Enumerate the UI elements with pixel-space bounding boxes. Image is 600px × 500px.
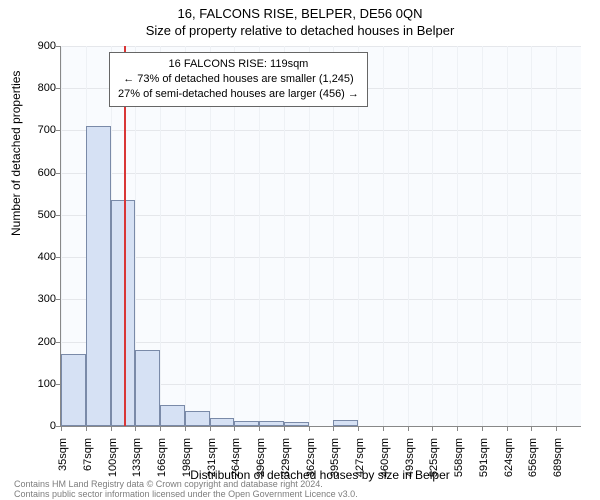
xtick-mark [284,426,285,431]
reference-tooltip: 16 FALCONS RISE: 119sqm ← 73% of detache… [109,52,368,107]
ytick-label: 300 [16,293,56,305]
ytick-label: 200 [16,336,56,348]
ytick-label: 100 [16,378,56,390]
gridline-h [61,173,581,174]
xtick-label: 100sqm [107,438,119,488]
gridline-v [432,46,433,426]
xtick-mark [135,426,136,431]
xtick-label: 427sqm [354,438,366,488]
xtick-mark [210,426,211,431]
gridline-h [61,299,581,300]
xtick-mark [333,426,334,431]
xtick-label: 296sqm [255,438,267,488]
xtick-mark [507,426,508,431]
ytick-label: 600 [16,167,56,179]
title-description: Size of property relative to detached ho… [0,21,600,38]
xtick-mark [185,426,186,431]
xtick-mark [408,426,409,431]
xtick-label: 558sqm [453,438,465,488]
gridline-h [61,46,581,47]
histogram-bar [135,350,160,426]
plot-area: 16 FALCONS RISE: 119sqm ← 73% of detache… [60,46,581,427]
xtick-mark [556,426,557,431]
tooltip-line-3: 27% of semi-detached houses are larger (… [118,87,359,102]
histogram-bar [259,421,284,426]
chart-container: 16, FALCONS RISE, BELPER, DE56 0QN Size … [0,0,600,500]
histogram-bar [111,200,136,426]
xtick-mark [86,426,87,431]
histogram-bar [86,126,111,426]
xtick-label: 35sqm [57,438,69,488]
xtick-label: 395sqm [329,438,341,488]
ytick-label: 900 [16,40,56,52]
gridline-v [482,46,483,426]
xtick-label: 329sqm [280,438,292,488]
gridline-v [507,46,508,426]
gridline-v [457,46,458,426]
ytick-label: 0 [16,420,56,432]
histogram-bar [284,422,309,426]
xtick-label: 525sqm [428,438,440,488]
xtick-label: 264sqm [230,438,242,488]
ytick-label: 800 [16,82,56,94]
footer-line-2: Contains public sector information licen… [14,490,358,500]
histogram-bar [160,405,185,426]
ytick-label: 500 [16,209,56,221]
xtick-label: 67sqm [82,438,94,488]
xtick-mark [160,426,161,431]
gridline-v [408,46,409,426]
ytick-label: 400 [16,251,56,263]
gridline-h [61,215,581,216]
histogram-bar [333,420,358,426]
xtick-mark [358,426,359,431]
ytick-label: 700 [16,124,56,136]
tooltip-line-2: ← 73% of detached houses are smaller (1,… [118,72,359,87]
xtick-label: 362sqm [305,438,317,488]
xtick-label: 689sqm [552,438,564,488]
gridline-v [556,46,557,426]
xtick-label: 591sqm [478,438,490,488]
histogram-bar [234,421,259,426]
gridline-v [383,46,384,426]
xtick-mark [309,426,310,431]
xtick-mark [111,426,112,431]
xtick-label: 493sqm [404,438,416,488]
xtick-label: 166sqm [156,438,168,488]
gridline-h [61,130,581,131]
xtick-mark [234,426,235,431]
xtick-mark [457,426,458,431]
histogram-bar [61,354,86,426]
xtick-label: 460sqm [379,438,391,488]
xtick-mark [432,426,433,431]
gridline-v [531,46,532,426]
xtick-label: 656sqm [527,438,539,488]
xtick-label: 133sqm [131,438,143,488]
tooltip-line-1: 16 FALCONS RISE: 119sqm [118,57,359,72]
xtick-mark [383,426,384,431]
xtick-mark [259,426,260,431]
gridline-h [61,342,581,343]
xtick-label: 198sqm [181,438,193,488]
xtick-label: 624sqm [503,438,515,488]
xtick-mark [482,426,483,431]
histogram-bar [210,418,235,426]
histogram-bar [185,411,210,426]
gridline-h [61,257,581,258]
xtick-label: 231sqm [206,438,218,488]
title-address: 16, FALCONS RISE, BELPER, DE56 0QN [0,0,600,21]
xtick-mark [531,426,532,431]
xtick-mark [61,426,62,431]
